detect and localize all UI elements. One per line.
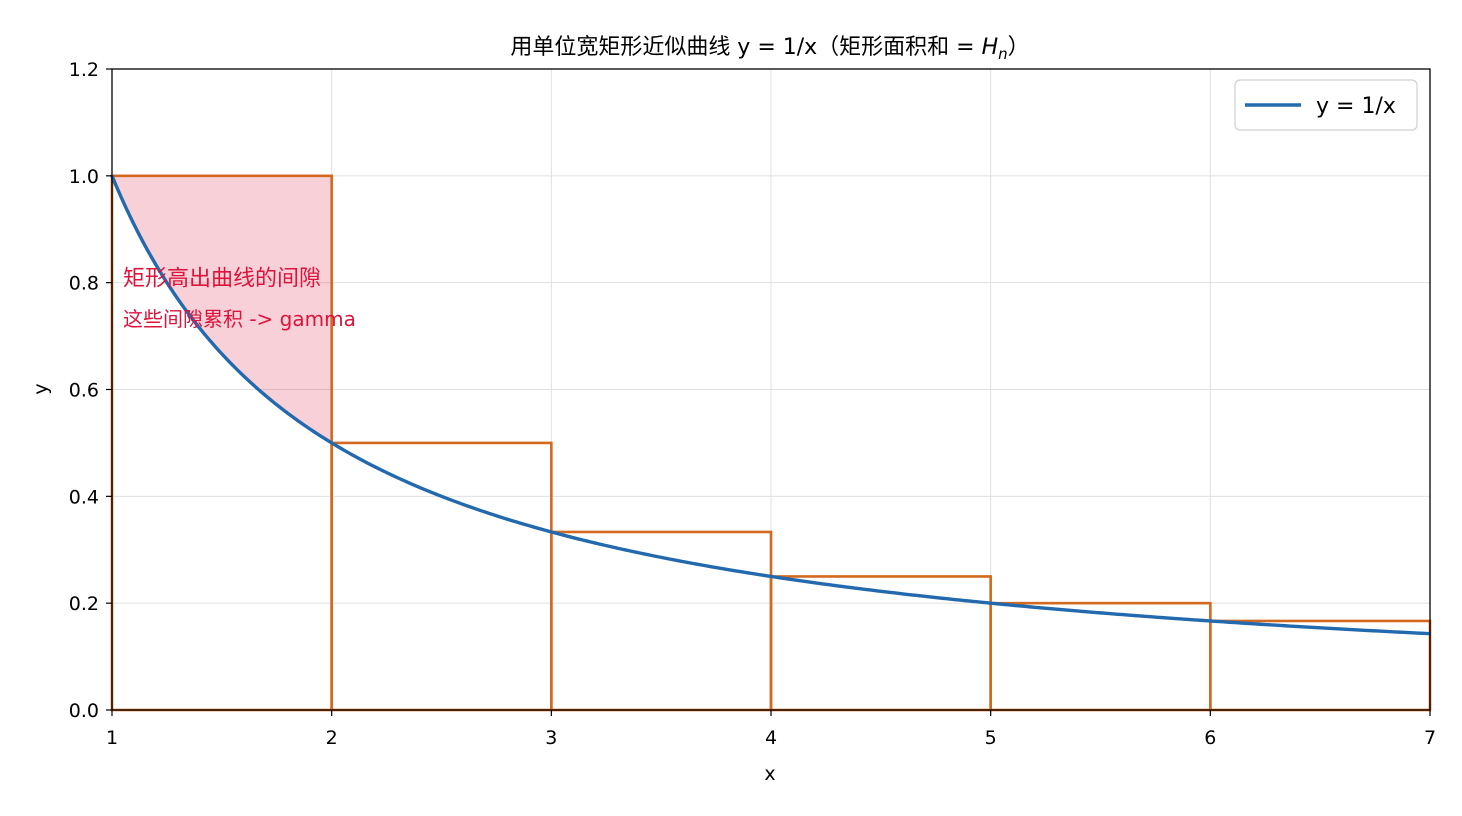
x-tick-label-0: 1 xyxy=(106,727,118,749)
title-math-main: H xyxy=(982,35,999,60)
annotation-2: 这些间隙累积 -> gamma xyxy=(123,307,356,331)
legend-label-curve: y = 1/x xyxy=(1316,94,1396,119)
y-tick-label-1: 0.2 xyxy=(69,593,99,615)
chart-title: 用单位宽矩形近似曲线 y = 1/x（矩形面积和 = Hn） xyxy=(510,35,1029,63)
x-tick-label-1: 2 xyxy=(326,727,338,749)
gap-fill xyxy=(112,175,332,443)
y-tick-label-0: 0.0 xyxy=(69,700,99,722)
x-axis-label: x xyxy=(764,763,775,785)
x-tick-label-2: 3 xyxy=(545,727,557,749)
gap-fill-layer xyxy=(112,175,332,443)
legend: y = 1/x xyxy=(1234,79,1418,131)
x-tick-label-5: 6 xyxy=(1204,727,1216,749)
annotation-1: 矩形高出曲线的间隙 xyxy=(123,266,321,291)
y-tick-label-6: 1.2 xyxy=(69,59,99,81)
legend-box xyxy=(1234,79,1418,131)
x-tick-label-4: 5 xyxy=(985,727,997,749)
title-math-sub: n xyxy=(998,45,1008,63)
y-tick-label-2: 0.4 xyxy=(69,486,99,508)
x-tick-label-3: 4 xyxy=(765,727,777,749)
curve-layer xyxy=(110,175,1431,636)
y-tick-label-4: 0.8 xyxy=(69,273,99,295)
y-axis-label: y xyxy=(30,383,52,394)
x-tick-label-6: 7 xyxy=(1424,727,1436,749)
title-close: ） xyxy=(1008,35,1030,60)
ticks: 1 2 3 4 5 6 7 0.0 0.2 0.4 0.6 0.8 1.0 1.2 xyxy=(69,59,1436,749)
title-text: 用单位宽矩形近似曲线 y = 1/x（矩形面积和 = xyxy=(510,35,981,60)
y-tick-label-5: 1.0 xyxy=(69,166,99,188)
series-line-curve xyxy=(110,175,1431,636)
y-tick-label-3: 0.6 xyxy=(69,380,99,402)
